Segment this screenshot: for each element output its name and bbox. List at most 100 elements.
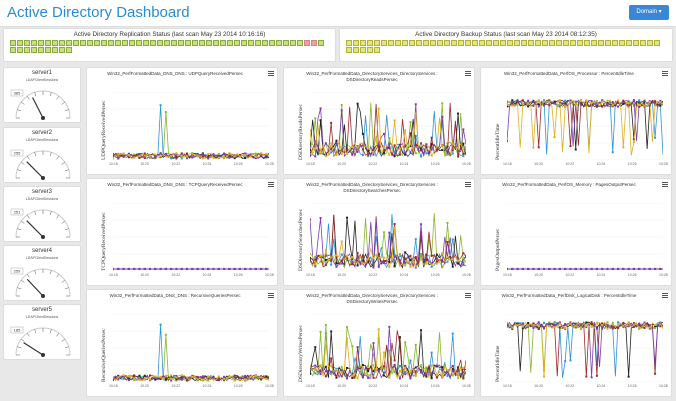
status-indicator[interactable] [346, 47, 352, 53]
status-indicator[interactable] [297, 40, 303, 46]
status-indicator[interactable] [255, 40, 261, 46]
chart-menu-icon[interactable] [465, 182, 471, 189]
server-card[interactable]: server1 LDAPClientSessions 385 [3, 67, 81, 123]
status-indicator[interactable] [374, 47, 380, 53]
status-indicator[interactable] [444, 40, 450, 46]
status-indicator[interactable] [213, 40, 219, 46]
status-indicator[interactable] [465, 40, 471, 46]
status-indicator[interactable] [241, 40, 247, 46]
status-indicator[interactable] [374, 40, 380, 46]
status-indicator[interactable] [206, 40, 212, 46]
status-indicator[interactable] [31, 47, 37, 53]
status-indicator[interactable] [388, 40, 394, 46]
status-indicator[interactable] [185, 40, 191, 46]
status-indicator[interactable] [500, 40, 506, 46]
status-indicator[interactable] [10, 40, 16, 46]
status-indicator[interactable] [626, 40, 632, 46]
status-indicator[interactable] [248, 40, 254, 46]
status-indicator[interactable] [66, 40, 72, 46]
status-indicator[interactable] [493, 40, 499, 46]
status-indicator[interactable] [612, 40, 618, 46]
status-indicator[interactable] [367, 40, 373, 46]
status-indicator[interactable] [52, 40, 58, 46]
status-indicator[interactable] [171, 40, 177, 46]
status-indicator[interactable] [157, 40, 163, 46]
status-indicator[interactable] [472, 40, 478, 46]
status-indicator[interactable] [227, 40, 233, 46]
status-indicator[interactable] [276, 40, 282, 46]
status-indicator[interactable] [318, 40, 324, 46]
status-indicator[interactable] [45, 40, 51, 46]
status-indicator[interactable] [262, 40, 268, 46]
status-indicator[interactable] [605, 40, 611, 46]
status-indicator[interactable] [108, 40, 114, 46]
status-indicator[interactable] [507, 40, 513, 46]
server-card[interactable]: server2 LDAPClientSessions 255 [3, 127, 81, 183]
status-indicator[interactable] [535, 40, 541, 46]
status-indicator[interactable] [598, 40, 604, 46]
status-indicator[interactable] [346, 40, 352, 46]
status-indicator[interactable] [115, 40, 121, 46]
status-indicator[interactable] [304, 40, 310, 46]
status-indicator[interactable] [150, 40, 156, 46]
status-indicator[interactable] [423, 40, 429, 46]
status-indicator[interactable] [654, 40, 660, 46]
chart-menu-icon[interactable] [268, 71, 274, 78]
status-indicator[interactable] [178, 40, 184, 46]
status-indicator[interactable] [549, 40, 555, 46]
status-indicator[interactable] [360, 40, 366, 46]
chart-menu-icon[interactable] [465, 71, 471, 78]
status-indicator[interactable] [164, 40, 170, 46]
status-indicator[interactable] [591, 40, 597, 46]
status-indicator[interactable] [45, 47, 51, 53]
status-indicator[interactable] [367, 47, 373, 53]
status-indicator[interactable] [31, 40, 37, 46]
status-indicator[interactable] [101, 40, 107, 46]
status-indicator[interactable] [311, 40, 317, 46]
status-indicator[interactable] [290, 40, 296, 46]
server-card[interactable]: server5 LDAPClientSessions 185 [3, 304, 81, 360]
status-indicator[interactable] [17, 40, 23, 46]
status-indicator[interactable] [416, 40, 422, 46]
chart-menu-icon[interactable] [662, 182, 668, 189]
status-indicator[interactable] [381, 40, 387, 46]
status-indicator[interactable] [563, 40, 569, 46]
chart-menu-icon[interactable] [268, 182, 274, 189]
chart-menu-icon[interactable] [662, 293, 668, 300]
server-card[interactable]: server4 LDAPClientSessions 259 [3, 245, 81, 301]
status-indicator[interactable] [521, 40, 527, 46]
status-indicator[interactable] [430, 40, 436, 46]
status-indicator[interactable] [192, 40, 198, 46]
status-indicator[interactable] [458, 40, 464, 46]
status-indicator[interactable] [38, 47, 44, 53]
status-indicator[interactable] [640, 40, 646, 46]
status-indicator[interactable] [143, 40, 149, 46]
server-card[interactable]: server3 LDAPClientSessions 251 [3, 186, 81, 242]
status-indicator[interactable] [395, 40, 401, 46]
status-indicator[interactable] [17, 47, 23, 53]
status-indicator[interactable] [479, 40, 485, 46]
status-indicator[interactable] [619, 40, 625, 46]
domain-dropdown-button[interactable]: Domain ▾ [629, 5, 669, 20]
status-indicator[interactable] [234, 40, 240, 46]
status-indicator[interactable] [514, 40, 520, 46]
status-indicator[interactable] [94, 40, 100, 46]
chart-menu-icon[interactable] [465, 293, 471, 300]
status-indicator[interactable] [24, 47, 30, 53]
status-indicator[interactable] [353, 47, 359, 53]
status-indicator[interactable] [10, 47, 16, 53]
status-indicator[interactable] [38, 40, 44, 46]
status-indicator[interactable] [647, 40, 653, 46]
status-indicator[interactable] [353, 40, 359, 46]
status-indicator[interactable] [542, 40, 548, 46]
status-indicator[interactable] [52, 47, 58, 53]
status-indicator[interactable] [73, 40, 79, 46]
status-indicator[interactable] [486, 40, 492, 46]
status-indicator[interactable] [66, 47, 72, 53]
status-indicator[interactable] [402, 40, 408, 46]
status-indicator[interactable] [528, 40, 534, 46]
status-indicator[interactable] [437, 40, 443, 46]
status-indicator[interactable] [122, 40, 128, 46]
status-indicator[interactable] [360, 47, 366, 53]
status-indicator[interactable] [577, 40, 583, 46]
